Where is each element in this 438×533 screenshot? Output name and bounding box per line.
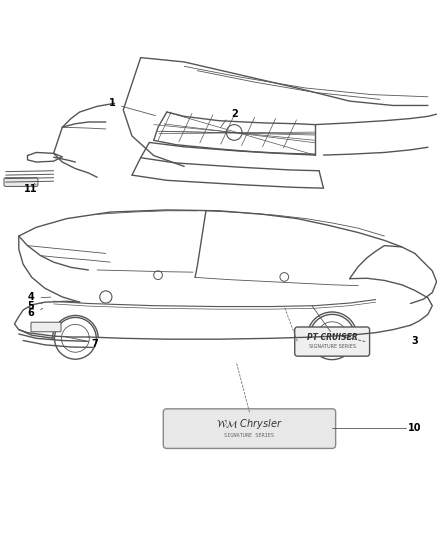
Text: 10: 10 xyxy=(408,423,422,433)
Text: 2: 2 xyxy=(231,109,237,119)
Text: SIGNATURE SERIES: SIGNATURE SERIES xyxy=(224,433,275,438)
Text: 6: 6 xyxy=(28,308,34,318)
Text: 4: 4 xyxy=(28,292,34,302)
FancyBboxPatch shape xyxy=(4,177,38,187)
Text: PT CRUISER: PT CRUISER xyxy=(307,334,357,343)
FancyBboxPatch shape xyxy=(295,327,370,356)
Text: 7: 7 xyxy=(92,339,99,349)
Text: 1: 1 xyxy=(109,98,116,108)
Text: SIGNATURE SERIES: SIGNATURE SERIES xyxy=(309,344,356,349)
Text: 5: 5 xyxy=(28,301,34,311)
Text: 3: 3 xyxy=(411,336,418,346)
Text: 11: 11 xyxy=(24,184,38,194)
FancyBboxPatch shape xyxy=(163,409,336,448)
Text: $\mathcal{WM}$ Chrysler: $\mathcal{WM}$ Chrysler xyxy=(216,417,283,431)
FancyBboxPatch shape xyxy=(31,322,61,332)
